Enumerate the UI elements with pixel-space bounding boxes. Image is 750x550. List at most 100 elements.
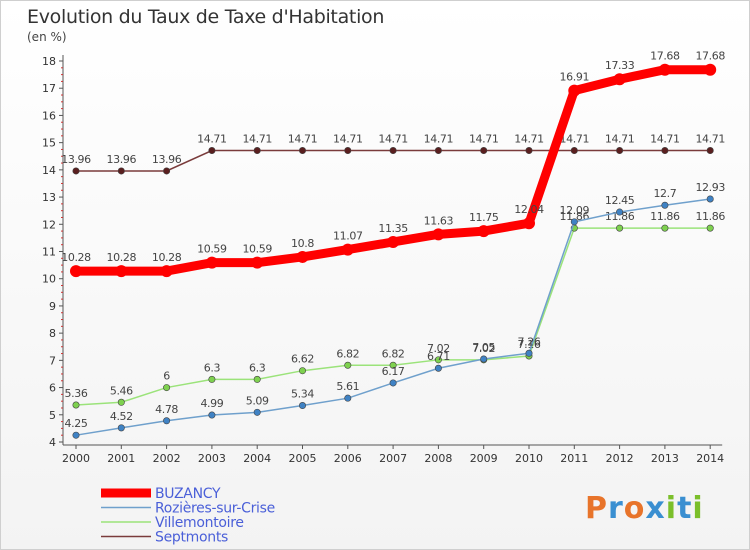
data-point bbox=[434, 147, 442, 155]
data-label: 10.28 bbox=[107, 251, 137, 264]
data-label: 10.28 bbox=[152, 251, 182, 264]
x-tick-label: 2013 bbox=[651, 452, 679, 465]
data-point bbox=[253, 147, 261, 155]
data-label: 12.45 bbox=[605, 194, 635, 207]
x-tick-label: 2006 bbox=[334, 452, 362, 465]
y-tick-label: 5 bbox=[49, 409, 56, 422]
data-point bbox=[205, 256, 218, 269]
data-point bbox=[208, 375, 216, 383]
logo-letter: r bbox=[608, 491, 624, 526]
data-label: 7.02 bbox=[472, 342, 495, 355]
data-point bbox=[163, 417, 171, 425]
data-point bbox=[570, 147, 578, 155]
data-point bbox=[163, 167, 171, 175]
data-point bbox=[477, 225, 490, 238]
data-point bbox=[525, 349, 533, 357]
data-point bbox=[706, 224, 714, 232]
data-label: 6.82 bbox=[336, 347, 359, 360]
data-point bbox=[434, 356, 442, 364]
y-tick-label: 12 bbox=[42, 218, 56, 231]
legend-label: Rozières-sur-Crise bbox=[155, 501, 275, 517]
x-tick-label: 2008 bbox=[424, 452, 452, 465]
x-tick-label: 2003 bbox=[198, 452, 226, 465]
logo-letter: o bbox=[623, 491, 646, 526]
data-label: 4.25 bbox=[65, 417, 88, 430]
data-point bbox=[163, 384, 171, 392]
data-label: 17.68 bbox=[695, 50, 725, 63]
data-label: 7.16 bbox=[518, 338, 541, 351]
data-point bbox=[613, 73, 626, 86]
x-tick-label: 2012 bbox=[606, 452, 634, 465]
x-tick-label: 2011 bbox=[560, 452, 588, 465]
x-tick-label: 2005 bbox=[289, 452, 317, 465]
data-label: 10.28 bbox=[61, 251, 91, 264]
data-label: 5.09 bbox=[246, 394, 269, 407]
y-tick-label: 13 bbox=[42, 191, 56, 204]
data-point bbox=[298, 402, 306, 410]
data-point bbox=[616, 224, 624, 232]
data-point bbox=[434, 364, 442, 372]
x-tick-label: 2004 bbox=[243, 452, 271, 465]
data-point bbox=[344, 147, 352, 155]
data-point bbox=[661, 224, 669, 232]
data-label: 7.26 bbox=[518, 335, 541, 348]
y-tick-label: 16 bbox=[42, 109, 56, 122]
y-tick-label: 14 bbox=[42, 164, 56, 177]
data-label: 14.71 bbox=[560, 133, 590, 146]
data-label: 14.71 bbox=[378, 133, 408, 146]
data-label: 11.35 bbox=[378, 222, 408, 235]
data-label: 17.68 bbox=[650, 50, 680, 63]
data-point bbox=[389, 147, 397, 155]
data-point bbox=[341, 243, 354, 256]
data-label: 14.71 bbox=[695, 133, 725, 146]
data-point bbox=[253, 408, 261, 416]
y-tick-label: 7 bbox=[49, 354, 56, 367]
data-label: 11.75 bbox=[469, 211, 499, 224]
data-label: 6.3 bbox=[204, 361, 221, 374]
x-tick-label: 2014 bbox=[696, 452, 724, 465]
legend-label: Villemontoire bbox=[155, 515, 244, 531]
data-point bbox=[72, 401, 80, 409]
data-label: 4.99 bbox=[200, 397, 223, 410]
data-point bbox=[160, 265, 173, 278]
data-point bbox=[251, 256, 264, 269]
data-label: 12.7 bbox=[653, 187, 676, 200]
data-point bbox=[570, 218, 578, 226]
data-point bbox=[658, 63, 671, 76]
data-point bbox=[298, 147, 306, 155]
data-point bbox=[706, 195, 714, 203]
data-label: 14.71 bbox=[288, 133, 318, 146]
y-tick-label: 9 bbox=[49, 300, 56, 313]
y-tick-label: 10 bbox=[42, 273, 56, 286]
data-label: 14.71 bbox=[514, 133, 544, 146]
x-tick-label: 2010 bbox=[515, 452, 543, 465]
data-label: 16.91 bbox=[560, 71, 590, 84]
data-label: 7.02 bbox=[427, 342, 450, 355]
chart-title: Evolution du Taux de Taxe d'Habitation bbox=[27, 6, 385, 28]
data-point bbox=[115, 265, 128, 278]
x-tick-label: 2009 bbox=[470, 452, 498, 465]
data-label: 14.71 bbox=[424, 133, 454, 146]
data-label: 11.63 bbox=[424, 214, 454, 227]
data-label: 11.07 bbox=[333, 230, 363, 243]
data-point bbox=[616, 208, 624, 216]
data-label: 4.52 bbox=[110, 410, 133, 423]
data-point bbox=[432, 228, 445, 241]
data-label: 4.78 bbox=[155, 403, 178, 416]
data-point bbox=[704, 63, 717, 76]
y-tick-label: 15 bbox=[42, 137, 56, 150]
data-point bbox=[661, 147, 669, 155]
data-label: 14.71 bbox=[605, 133, 635, 146]
data-label: 13.96 bbox=[61, 153, 91, 166]
data-label: 14.71 bbox=[469, 133, 499, 146]
data-label: 6.82 bbox=[382, 347, 405, 360]
data-point bbox=[298, 367, 306, 375]
y-tick-label: 18 bbox=[42, 55, 56, 68]
data-label: 14.71 bbox=[650, 133, 680, 146]
data-point bbox=[344, 361, 352, 369]
data-label: 12.09 bbox=[560, 204, 590, 217]
data-label: 11.86 bbox=[650, 210, 680, 223]
data-point bbox=[387, 235, 400, 248]
data-point bbox=[661, 201, 669, 209]
